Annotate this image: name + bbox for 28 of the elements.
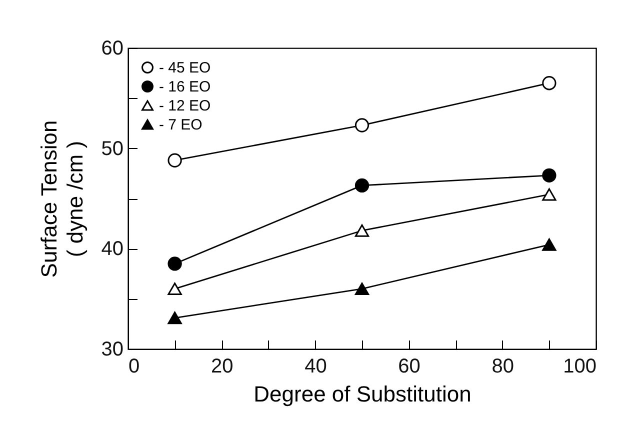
point (354, 178, 370, 193)
y-axis-title: Surface Tension ( dyne /cm ) (36, 120, 88, 278)
x-tick-label: 20 (210, 356, 234, 378)
legend-label: - 12 EO (159, 98, 211, 114)
x-tick-label: 80 (492, 356, 514, 378)
y-tick-label: 60 (101, 38, 124, 60)
point (168, 256, 182, 271)
point (542, 188, 556, 201)
point (168, 282, 182, 296)
x-tick-label: 0 (128, 356, 140, 378)
point (354, 118, 370, 132)
point (168, 312, 182, 324)
point (542, 76, 556, 90)
y-tick-label: 40 (101, 238, 124, 260)
legend-label: - 7 EO (159, 116, 202, 134)
x-tick-label: 60 (398, 356, 420, 378)
x-tick-label: 100 (563, 356, 596, 378)
legend-label: - 45 EO (159, 60, 211, 76)
point (354, 282, 370, 296)
x-tick-label: 40 (304, 356, 327, 378)
point (168, 153, 182, 168)
y-tick-label: 50 (101, 138, 124, 160)
point (542, 168, 556, 182)
point (354, 224, 370, 237)
point (542, 238, 556, 251)
legend-label: - 16 EO (159, 78, 211, 96)
x-axis-title: Degree of Substitution (254, 382, 472, 406)
y-tick-label: 30 (101, 338, 124, 360)
